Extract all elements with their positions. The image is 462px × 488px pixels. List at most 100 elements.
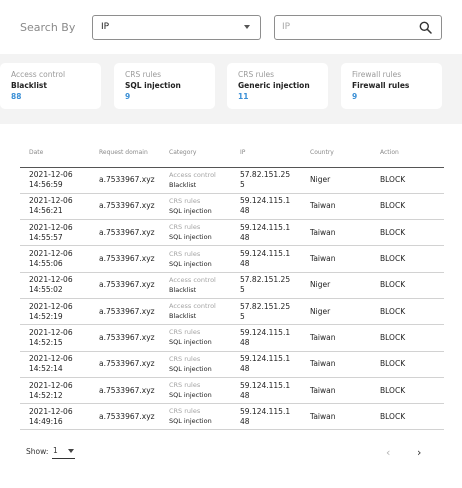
search-input-placeholder: IP [282, 22, 291, 32]
search-icon[interactable] [419, 21, 432, 34]
table-row[interactable]: 2021-12-06 14:52:14 a.7533967.xyz CRS ru… [20, 351, 444, 378]
cell-country: Taiwan [301, 377, 371, 405]
card-rule-name: Generic injection [238, 81, 310, 90]
category-name: Blacklist [169, 180, 197, 189]
column-header-date[interactable]: Date [20, 138, 90, 168]
cell-country: Taiwan [301, 219, 371, 247]
cell-country: Taiwan [301, 351, 371, 378]
cell-date: 2021-12-06 14:52:19 [20, 298, 90, 326]
ip-address: 59.124.115.148 [240, 249, 291, 269]
cell-ip: 59.124.115.148 [231, 377, 301, 405]
chevron-left-icon[interactable]: ‹ [386, 446, 391, 459]
cell-country: Taiwan [301, 245, 371, 273]
table-row[interactable]: 2021-12-06 14:52:15 a.7533967.xyz CRS ru… [20, 324, 444, 352]
cell-category: Access control Blacklist [160, 298, 231, 326]
table-row[interactable]: 2021-12-06 14:55:57 a.7533967.xyz CRS ru… [20, 219, 444, 247]
ip-address: 57.82.151.255 [240, 275, 291, 295]
category-type: CRS rules [169, 407, 201, 416]
cell-ip: 59.124.115.148 [231, 351, 301, 378]
table-row[interactable]: 2021-12-06 14:52:19 a.7533967.xyz Access… [20, 298, 444, 326]
table-row[interactable]: 2021-12-06 14:56:21 a.7533967.xyz CRS ru… [20, 193, 444, 221]
category-type: Access control [169, 302, 216, 311]
cell-action: BLOCK [371, 245, 444, 273]
category-type: CRS rules [169, 196, 201, 205]
cell-action: BLOCK [371, 377, 444, 405]
cell-date: 2021-12-06 14:55:57 [20, 219, 90, 247]
card-category-type: CRS rules [238, 70, 275, 79]
cell-ip: 59.124.115.148 [231, 219, 301, 247]
category-type: CRS rules [169, 381, 201, 390]
cell-country: Niger [301, 167, 371, 194]
card-category-type: Firewall rules [352, 70, 402, 79]
search-by-label: Search By [20, 21, 76, 34]
search-input[interactable]: IP [274, 15, 442, 40]
category-name: Blacklist [169, 285, 197, 294]
summary-card-sql-injection[interactable]: CRS rules SQL injection 9 [114, 63, 215, 109]
column-header-action[interactable]: Action [371, 138, 444, 168]
search-by-select[interactable]: IP [92, 15, 261, 40]
cell-category: CRS rules SQL injection [160, 324, 231, 352]
table-row[interactable]: 2021-12-06 14:55:06 a.7533967.xyz CRS ru… [20, 245, 444, 273]
show-label: Show: [26, 447, 49, 456]
cell-country: Niger [301, 272, 371, 299]
cell-action: BLOCK [371, 167, 444, 194]
category-name: SQL injection [169, 364, 212, 373]
cell-category: CRS rules SQL injection [160, 193, 231, 221]
cell-date: 2021-12-06 14:55:06 [20, 245, 90, 273]
summary-card-generic-injection[interactable]: CRS rules Generic injection 11 [227, 63, 328, 109]
cell-country: Taiwan [301, 324, 371, 352]
category-type: Access control [169, 170, 216, 179]
category-name: SQL injection [169, 233, 212, 242]
category-type: CRS rules [169, 249, 201, 258]
cell-domain: a.7533967.xyz [90, 272, 160, 299]
cell-ip: 57.82.151.255 [231, 167, 301, 194]
cell-category: Access control Blacklist [160, 272, 231, 299]
cell-date: 2021-12-06 14:56:21 [20, 193, 90, 221]
cell-domain: a.7533967.xyz [90, 298, 160, 326]
cell-domain: a.7533967.xyz [90, 167, 160, 194]
cell-action: BLOCK [371, 193, 444, 221]
card-count: 11 [238, 92, 249, 101]
ip-address: 57.82.151.255 [240, 301, 291, 321]
cell-category: CRS rules SQL injection [160, 403, 231, 431]
category-type: CRS rules [169, 223, 201, 232]
cell-category: CRS rules SQL injection [160, 377, 231, 405]
card-category-type: Access control [11, 70, 66, 79]
card-rule-name: Blacklist [11, 81, 47, 90]
cell-country: Taiwan [301, 403, 371, 431]
cell-domain: a.7533967.xyz [90, 245, 160, 273]
column-header-category[interactable]: Category [160, 138, 231, 168]
table-row[interactable]: 2021-12-06 14:52:12 a.7533967.xyz CRS ru… [20, 377, 444, 405]
table-row[interactable]: 2021-12-06 14:55:02 a.7533967.xyz Access… [20, 272, 444, 299]
category-name: Blacklist [169, 312, 197, 321]
cell-ip: 59.124.115.148 [231, 245, 301, 273]
cell-date: 2021-12-06 14:49:16 [20, 403, 90, 431]
category-name: SQL injection [169, 417, 212, 426]
column-header-request-domain[interactable]: Request domain [90, 138, 160, 168]
search-by-selected-value: IP [101, 22, 110, 32]
table-row[interactable]: 2021-12-06 14:49:16 a.7533967.xyz CRS ru… [20, 403, 444, 431]
ip-address: 59.124.115.148 [240, 406, 291, 426]
cell-domain: a.7533967.xyz [90, 193, 160, 221]
events-panel: Date Request domain Category IP Country … [0, 124, 462, 488]
table-row[interactable]: 2021-12-06 14:56:59 a.7533967.xyz Access… [20, 167, 444, 194]
cell-domain: a.7533967.xyz [90, 324, 160, 352]
summary-card-blacklist[interactable]: Access control Blacklist 88 [0, 63, 101, 109]
cell-date: 2021-12-06 14:52:15 [20, 324, 90, 352]
chevron-down-icon [68, 449, 74, 453]
ip-address: 59.124.115.148 [240, 222, 291, 242]
cell-category: CRS rules SQL injection [160, 219, 231, 247]
card-rule-name: SQL injection [125, 81, 181, 90]
chevron-down-icon [244, 25, 250, 29]
cell-date: 2021-12-06 14:52:14 [20, 351, 90, 378]
chevron-right-icon[interactable]: › [417, 446, 422, 459]
cell-action: BLOCK [371, 351, 444, 378]
column-header-ip[interactable]: IP [231, 138, 301, 168]
cell-domain: a.7533967.xyz [90, 219, 160, 247]
summary-card-firewall-rules[interactable]: Firewall rules Firewall rules 9 [341, 63, 442, 109]
column-header-country[interactable]: Country [301, 138, 371, 168]
ip-address: 57.82.151.255 [240, 170, 291, 190]
page-size-select[interactable]: 1 [52, 443, 75, 459]
cell-category: Access control Blacklist [160, 167, 231, 194]
category-type: Access control [169, 275, 216, 284]
